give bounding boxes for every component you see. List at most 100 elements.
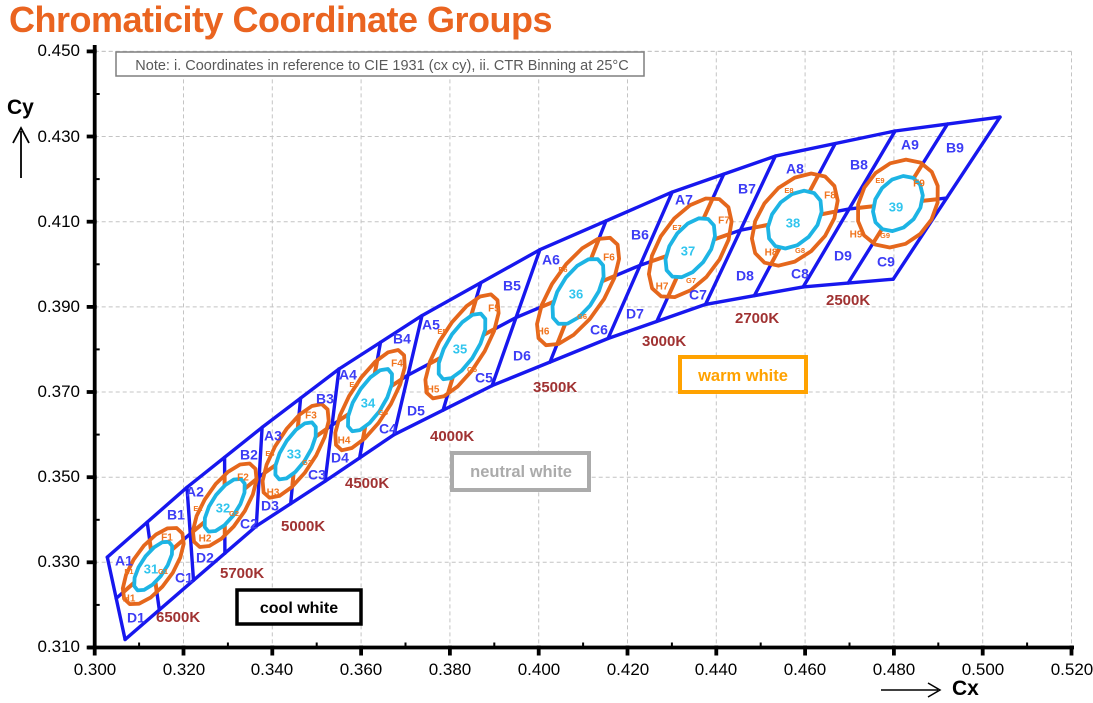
svg-text:C9: C9 [877, 254, 895, 270]
svg-text:0.460: 0.460 [784, 660, 827, 679]
svg-text:E1: E1 [124, 567, 133, 576]
svg-text:32: 32 [216, 500, 230, 515]
svg-text:37: 37 [681, 243, 695, 258]
svg-text:C8: C8 [791, 266, 809, 282]
svg-text:E9: E9 [875, 176, 884, 185]
svg-text:G5: G5 [467, 365, 477, 374]
svg-text:E4: E4 [349, 380, 359, 389]
svg-text:E3: E3 [265, 449, 274, 458]
svg-text:G8: G8 [795, 246, 805, 255]
svg-text:B5: B5 [503, 278, 521, 294]
svg-text:31: 31 [144, 561, 158, 576]
svg-text:H6: H6 [537, 327, 550, 338]
svg-text:D2: D2 [196, 550, 214, 566]
svg-text:0.440: 0.440 [695, 660, 738, 679]
svg-text:G2: G2 [229, 509, 239, 518]
svg-text:E2: E2 [193, 504, 202, 513]
svg-text:C5: C5 [475, 370, 493, 386]
svg-text:Cy: Cy [7, 96, 34, 119]
svg-text:33: 33 [287, 446, 301, 461]
svg-text:B4: B4 [393, 331, 411, 347]
svg-text:Note: i. Coordinates in refere: Note: i. Coordinates in reference to CIE… [135, 58, 628, 74]
svg-text:C1: C1 [175, 570, 193, 586]
svg-text:35: 35 [453, 341, 467, 356]
svg-text:E7: E7 [672, 223, 681, 232]
svg-text:0.430: 0.430 [37, 127, 80, 146]
svg-text:Cx: Cx [952, 677, 979, 698]
svg-text:warm white: warm white [697, 367, 788, 385]
svg-text:38: 38 [786, 215, 800, 230]
svg-text:D7: D7 [626, 306, 644, 322]
svg-text:0.330: 0.330 [37, 552, 80, 571]
svg-text:A9: A9 [901, 137, 919, 153]
svg-text:F9: F9 [913, 179, 925, 190]
svg-text:F6: F6 [603, 253, 615, 264]
svg-text:0.310: 0.310 [37, 637, 80, 656]
svg-text:6500K: 6500K [156, 609, 200, 626]
svg-text:C7: C7 [689, 287, 707, 303]
svg-text:G4: G4 [378, 408, 389, 417]
svg-text:G1: G1 [158, 567, 168, 576]
svg-text:G6: G6 [577, 312, 587, 321]
svg-text:G9: G9 [880, 231, 890, 240]
svg-text:0.390: 0.390 [37, 297, 80, 316]
svg-text:D1: D1 [127, 610, 145, 626]
svg-text:E5: E5 [437, 327, 446, 336]
svg-text:0.340: 0.340 [251, 660, 294, 679]
svg-text:D6: D6 [513, 348, 531, 364]
svg-text:H8: H8 [765, 248, 778, 259]
svg-text:0.370: 0.370 [37, 382, 80, 401]
svg-text:B1: B1 [167, 507, 185, 523]
svg-text:C6: C6 [590, 322, 608, 338]
svg-text:H4: H4 [338, 436, 351, 447]
svg-text:34: 34 [361, 395, 376, 410]
svg-text:H7: H7 [656, 282, 669, 293]
svg-text:2700K: 2700K [735, 310, 779, 327]
svg-text:2500K: 2500K [826, 292, 870, 309]
svg-text:0.480: 0.480 [873, 660, 916, 679]
svg-text:G3: G3 [302, 458, 312, 467]
svg-text:0.450: 0.450 [37, 41, 80, 60]
svg-text:D9: D9 [834, 248, 852, 264]
svg-text:0.420: 0.420 [607, 660, 650, 679]
svg-text:C3: C3 [308, 467, 326, 483]
svg-text:H5: H5 [427, 385, 440, 396]
svg-text:F1: F1 [161, 533, 173, 544]
svg-text:F4: F4 [391, 359, 403, 370]
svg-text:H2: H2 [199, 534, 212, 545]
svg-text:0.350: 0.350 [37, 467, 80, 486]
svg-text:3500K: 3500K [533, 379, 577, 396]
svg-text:B2: B2 [240, 447, 258, 463]
svg-text:5000K: 5000K [281, 518, 325, 535]
svg-text:5700K: 5700K [220, 565, 264, 582]
svg-text:A8: A8 [786, 161, 804, 177]
svg-text:D5: D5 [407, 403, 425, 419]
svg-text:H1: H1 [123, 594, 136, 605]
svg-text:H9: H9 [850, 230, 863, 241]
svg-text:F7: F7 [718, 216, 730, 227]
svg-text:neutral white: neutral white [470, 463, 572, 481]
svg-text:0.360: 0.360 [340, 660, 383, 679]
svg-text:G7: G7 [686, 276, 696, 285]
svg-text:36: 36 [569, 286, 583, 301]
svg-text:H3: H3 [267, 488, 280, 499]
svg-text:4000K: 4000K [430, 428, 474, 445]
svg-text:0.520: 0.520 [1051, 660, 1093, 679]
svg-text:0.300: 0.300 [74, 660, 117, 679]
svg-text:B3: B3 [316, 391, 334, 407]
svg-text:F8: F8 [824, 191, 836, 202]
svg-text:E8: E8 [784, 186, 793, 195]
svg-text:0.400: 0.400 [518, 660, 561, 679]
svg-text:0.320: 0.320 [163, 660, 206, 679]
svg-text:4500K: 4500K [345, 475, 389, 492]
svg-text:D8: D8 [736, 268, 754, 284]
svg-text:C2: C2 [240, 516, 258, 532]
svg-text:B6: B6 [631, 227, 649, 243]
svg-text:B7: B7 [738, 181, 756, 197]
svg-text:F2: F2 [237, 473, 249, 484]
svg-text:E6: E6 [558, 265, 567, 274]
svg-text:Chromaticity Coordinate Groups: Chromaticity Coordinate Groups [9, 0, 552, 40]
svg-text:C4: C4 [379, 421, 397, 437]
svg-text:A7: A7 [675, 192, 693, 208]
svg-text:0.380: 0.380 [429, 660, 472, 679]
